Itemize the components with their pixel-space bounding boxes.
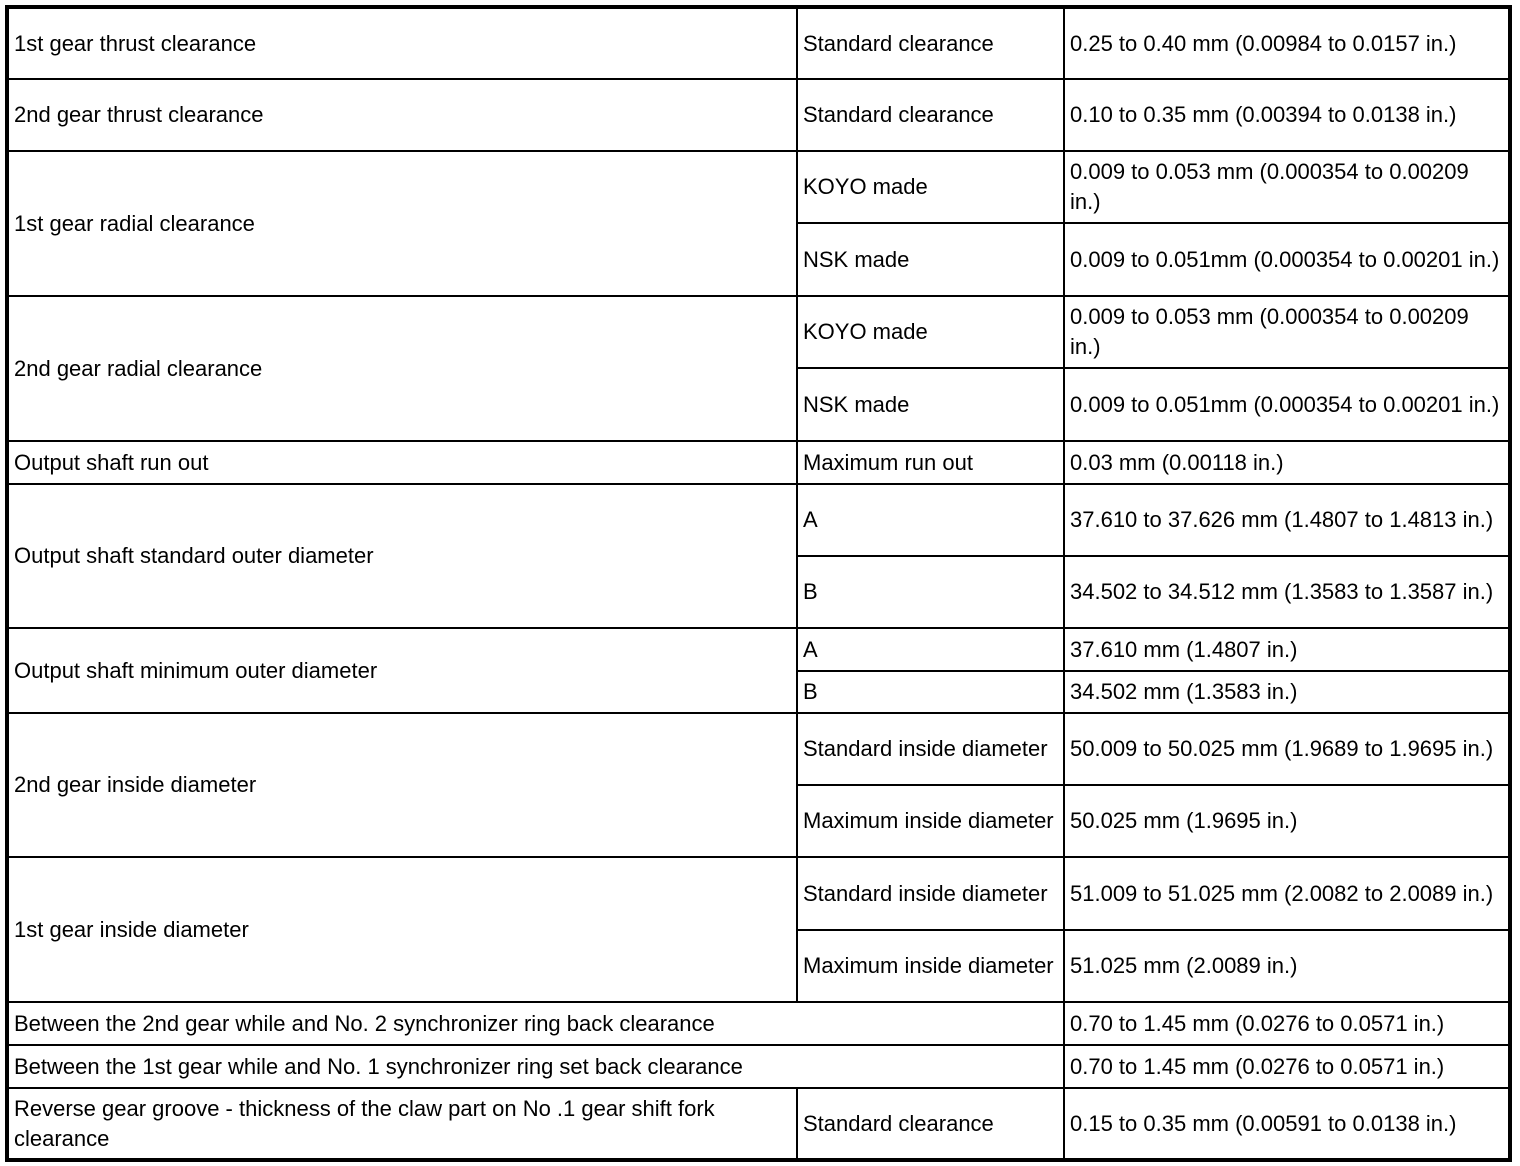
spec-label-cell: B — [796, 670, 1065, 714]
spec-label-cell: Standard clearance — [796, 6, 1065, 80]
spec-label-cell: Standard inside diameter — [796, 712, 1065, 786]
spec-label-cell: Standard clearance — [796, 78, 1065, 152]
spec-label-cell: A — [796, 483, 1065, 557]
spec-label-cell: Standard clearance — [796, 1087, 1065, 1161]
spec-value-cell: 0.009 to 0.051mm (0.000354 to 0.00201 in… — [1063, 222, 1511, 297]
spec-label-cell: KOYO made — [796, 295, 1065, 369]
spec-label-cell: Maximum inside diameter — [796, 929, 1065, 1003]
item-cell: Output shaft minimum outer diameter — [6, 627, 798, 714]
table-row: 1st gear inside diameter Standard inside … — [6, 856, 1511, 1003]
table-row: Between the 1st gear while and No. 1 syn… — [6, 1044, 1511, 1089]
spec-label-cell: NSK made — [796, 222, 1065, 297]
table-row: 1st gear thrust clearance Standard cleara… — [6, 6, 1511, 80]
spec-label-cell: Maximum inside diameter — [796, 784, 1065, 858]
spec-label-cell: NSK made — [796, 367, 1065, 442]
table-row: B 34.502 to 34.512 mm (1.3583 to 1.3587 i… — [7, 555, 1511, 629]
table-row: B 34.502 mm (1.3583 in.) — [7, 670, 1511, 714]
spec-value-cell: 0.10 to 0.35 mm (0.00394 to 0.0138 in.) — [1063, 78, 1511, 152]
item-cell: 1st gear radial clearance — [6, 150, 798, 297]
specification-table: 1st gear thrust clearance Standard cleara… — [5, 5, 1512, 1162]
table-row: NSK made 0.009 to 0.051mm (0.000354 to 0.… — [7, 367, 1511, 442]
table-row: 2nd gear radial clearance KOYO made 0.009 … — [6, 295, 1511, 442]
spec-value-cell: 0.009 to 0.051mm (0.000354 to 0.00201 in… — [1063, 367, 1511, 442]
item-cell: 1st gear inside diameter — [6, 856, 798, 1003]
spec-value-cell: 51.025 mm (2.0089 in.) — [1063, 929, 1511, 1003]
spec-value-cell: 0.70 to 1.45 mm (0.0276 to 0.0571 in.) — [1063, 1044, 1511, 1089]
table-row: 2nd gear thrust clearance Standard cleara… — [6, 78, 1511, 152]
spec-label-cell: B — [796, 555, 1065, 629]
spec-value-cell: 0.70 to 1.45 mm (0.0276 to 0.0571 in.) — [1063, 1001, 1511, 1046]
item-cell: Reverse gear groove - thickness of the c… — [6, 1087, 798, 1161]
table-row: NSK made 0.009 to 0.051mm (0.000354 to 0.… — [7, 222, 1511, 297]
spec-label-cell: A — [796, 627, 1065, 672]
spec-value-cell: 50.009 to 50.025 mm (1.9689 to 1.9695 in… — [1063, 712, 1511, 786]
item-cell: 2nd gear thrust clearance — [6, 78, 798, 152]
spec-label-cell: Maximum run out — [796, 440, 1065, 485]
table-row: Output shaft minimum outer diameter A 37.6… — [6, 627, 1511, 714]
spec-value-cell: 0.03 mm (0.00118 in.) — [1063, 440, 1511, 485]
spec-value-cell: 37.610 to 37.626 mm (1.4807 to 1.4813 in… — [1063, 483, 1511, 557]
spec-label-cell: KOYO made — [796, 150, 1065, 224]
item-cell: Output shaft standard outer diameter — [6, 483, 798, 629]
spec-value-cell: 0.15 to 0.35 mm (0.00591 to 0.0138 in.) — [1063, 1087, 1511, 1161]
item-cell: Between the 1st gear while and No. 1 syn… — [6, 1044, 1065, 1089]
spec-value-cell: 0.009 to 0.053 mm (0.000354 to 0.00209 i… — [1063, 295, 1511, 369]
spec-value-cell: 34.502 mm (1.3583 in.) — [1063, 670, 1511, 714]
table-row: Output shaft run out Maximum run out 0.03 … — [6, 440, 1511, 485]
table-row: Maximum inside diameter 51.025 mm (2.0089… — [7, 929, 1511, 1003]
item-cell: 1st gear thrust clearance — [6, 6, 798, 80]
spec-value-cell: 34.502 to 34.512 mm (1.3583 to 1.3587 in… — [1063, 555, 1511, 629]
spec-value-cell: 0.009 to 0.053 mm (0.000354 to 0.00209 i… — [1063, 150, 1511, 224]
item-cell: Between the 2nd gear while and No. 2 syn… — [6, 1001, 1065, 1046]
item-cell: 2nd gear radial clearance — [6, 295, 798, 442]
spec-label-cell: Standard inside diameter — [796, 856, 1065, 931]
spec-value-cell: 50.025 mm (1.9695 in.) — [1063, 784, 1511, 858]
item-cell: 2nd gear inside diameter — [6, 712, 798, 858]
spec-value-cell: 37.610 mm (1.4807 in.) — [1063, 627, 1511, 672]
spec-value-cell: 51.009 to 51.025 mm (2.0082 to 2.0089 in… — [1063, 856, 1511, 931]
table-row: 1st gear radial clearance KOYO made 0.009 … — [6, 150, 1511, 297]
table-row: Maximum inside diameter 50.025 mm (1.9695… — [7, 784, 1511, 858]
table-row: Reverse gear groove - thickness of the c… — [6, 1087, 1511, 1161]
table-row: Between the 2nd gear while and No. 2 syn… — [6, 1001, 1511, 1046]
table-row: Output shaft standard outer diameter A 37.… — [6, 483, 1511, 629]
item-cell: Output shaft run out — [6, 440, 798, 485]
spec-value-cell: 0.25 to 0.40 mm (0.00984 to 0.0157 in.) — [1063, 6, 1511, 80]
table-row: 2nd gear inside diameter Standard inside … — [6, 712, 1511, 858]
